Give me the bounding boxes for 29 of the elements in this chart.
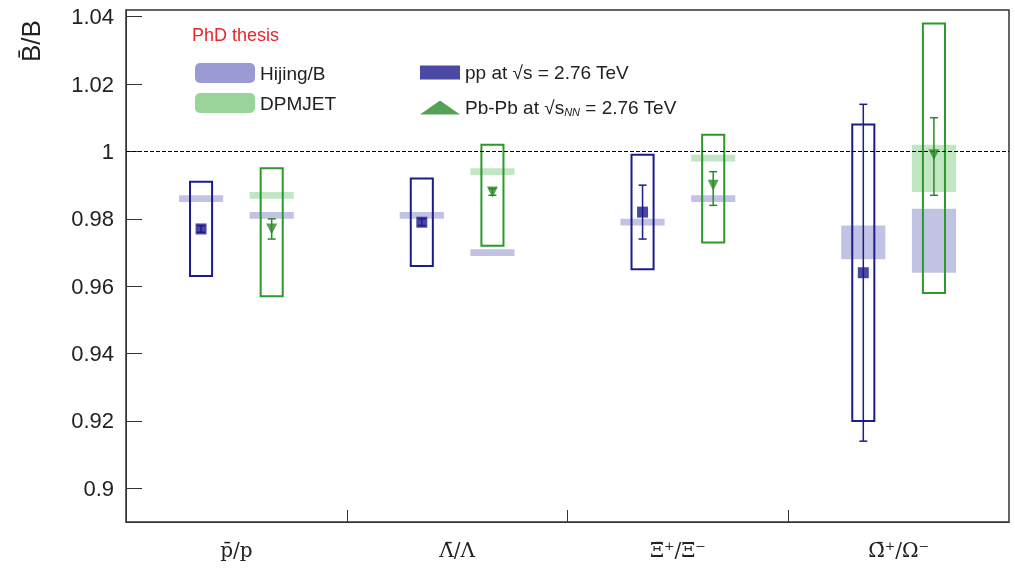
bar	[189, 180, 214, 278]
y-tick-label: 0.92	[71, 408, 114, 434]
y-tick-label: 1	[101, 138, 114, 164]
bar	[921, 22, 946, 294]
y-tick-label: 0.96	[71, 273, 114, 299]
bar	[178, 195, 224, 202]
y-tick-label: 1.02	[71, 71, 114, 97]
legend-label: Hijing/B	[260, 62, 326, 84]
x-tick-label: Ω̄⁺/Ω⁻	[868, 538, 930, 562]
bar	[701, 133, 726, 244]
annotation: PhD thesis	[192, 25, 280, 45]
bar	[630, 153, 655, 271]
legend-label: Pb-Pb at √sNN = 2.76 TeV	[465, 97, 677, 118]
legend-label: DPMJET	[260, 92, 337, 114]
bar	[480, 143, 505, 247]
bar	[911, 208, 957, 273]
x-tick-label: Ξ̄⁺/Ξ⁻	[649, 538, 706, 562]
legend-label: pp at √s = 2.76 TeV	[465, 62, 630, 83]
x-tick-label: Λ̄/Λ	[438, 538, 476, 562]
x-tick-label: p̄/p	[220, 538, 253, 562]
y-axis-title: B̄/B	[16, 20, 46, 62]
y-tick-label: 1.04	[71, 4, 114, 30]
bar	[470, 249, 515, 256]
bar	[470, 168, 515, 176]
y-tick-label: 0.98	[71, 206, 114, 232]
bar	[259, 167, 284, 298]
y-tick-label: 0.94	[71, 341, 114, 367]
bar	[409, 177, 434, 267]
y-tick-label: 0.9	[83, 475, 114, 501]
